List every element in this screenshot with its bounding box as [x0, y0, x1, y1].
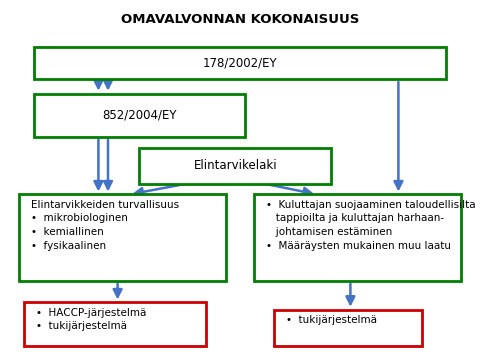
FancyBboxPatch shape [34, 47, 446, 79]
FancyBboxPatch shape [254, 194, 461, 281]
Text: Elintarvikelaki: Elintarvikelaki [193, 159, 277, 172]
Text: •  tukijärjestelmä: • tukijärjestelmä [286, 315, 377, 325]
FancyBboxPatch shape [274, 310, 422, 346]
FancyBboxPatch shape [19, 194, 226, 281]
Text: Elintarvikkeiden turvallisuus
•  mikrobiologinen
•  kemiallinen
•  fysikaalinen: Elintarvikkeiden turvallisuus • mikrobio… [31, 200, 180, 251]
FancyBboxPatch shape [139, 148, 331, 184]
Text: •  Kuluttajan suojaaminen taloudellisilta
   tappioilta ja kuluttajan harhaan-
 : • Kuluttajan suojaaminen taloudellisilta… [266, 200, 476, 251]
FancyBboxPatch shape [34, 94, 245, 137]
Text: 852/2004/EY: 852/2004/EY [102, 109, 177, 122]
Text: OMAVALVONNAN KOKONAISUUS: OMAVALVONNAN KOKONAISUUS [121, 13, 359, 26]
Text: •  HACCP-järjestelmä
•  tukijärjestelmä: • HACCP-järjestelmä • tukijärjestelmä [36, 308, 146, 332]
FancyBboxPatch shape [24, 302, 206, 346]
Text: 178/2002/EY: 178/2002/EY [203, 57, 277, 69]
